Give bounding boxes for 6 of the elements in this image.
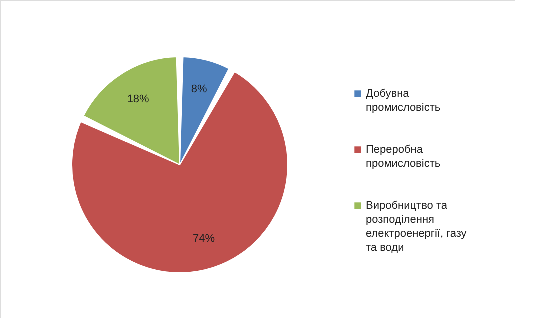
data-label: 8% <box>191 84 208 96</box>
data-label: 74% <box>193 232 216 245</box>
data-label: 18% <box>127 93 150 106</box>
legend-label: Переробна промисловість <box>366 144 441 170</box>
legend-label: Виробництво та розподілення електроенергії, газу та води <box>366 200 468 254</box>
legend-label: Добувна промисловість <box>366 88 441 114</box>
